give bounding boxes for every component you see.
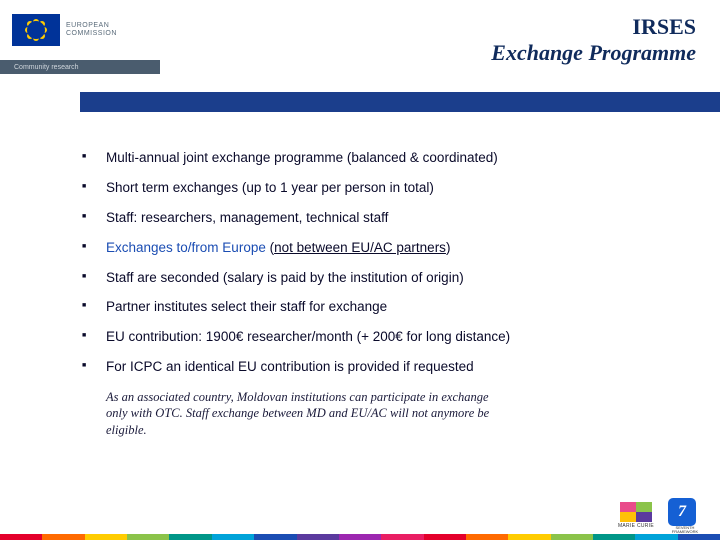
ec-logo-block: EUROPEAN COMMISSION [0, 0, 160, 60]
slide-title: IRSES Exchange Programme [491, 14, 696, 66]
bullet-item: Staff: researchers, management, technica… [82, 210, 690, 227]
bullet-item: Partner institutes select their staff fo… [82, 299, 690, 316]
bullet-text: Staff: researchers, management, technica… [106, 210, 388, 225]
bullet-text: EU contribution: 1900€ researcher/month … [106, 329, 510, 344]
slide-content: Multi-annual joint exchange programme (b… [82, 150, 690, 438]
title-line-1: IRSES [491, 14, 696, 40]
bullet-list: Multi-annual joint exchange programme (b… [82, 150, 690, 376]
bullet-item: Exchanges to/from Europe (not between EU… [82, 240, 690, 257]
bullet-item: For ICPC an identical EU contribution is… [82, 359, 690, 376]
title-line-2: Exchange Programme [491, 40, 696, 66]
marie-curie-label: MARIE CURIE [618, 523, 654, 529]
bullet-text: For ICPC an identical EU contribution is… [106, 359, 474, 374]
bullet-text: Staff are seconded (salary is paid by th… [106, 270, 464, 285]
eu-flag-icon [12, 14, 60, 46]
bullet-paren-open: ( [266, 240, 274, 255]
slide-header: EUROPEAN COMMISSION Community research I… [0, 0, 720, 70]
bullet-item: EU contribution: 1900€ researcher/month … [82, 329, 690, 346]
fp7-badge-icon: 7 [668, 498, 696, 526]
bullet-underline: not between EU/AC partners [274, 240, 446, 255]
bullet-item: Short term exchanges (up to 1 year per p… [82, 180, 690, 197]
ec-logo-line1: EUROPEAN [66, 22, 117, 30]
bullet-item: Multi-annual joint exchange programme (b… [82, 150, 690, 167]
marie-curie-grid-icon [620, 502, 652, 522]
bullet-text: Short term exchanges (up to 1 year per p… [106, 180, 434, 195]
marie-curie-logo: MARIE CURIE [612, 502, 660, 532]
bullet-text: Partner institutes select their staff fo… [106, 299, 387, 314]
bullet-text: Multi-annual joint exchange programme (b… [106, 150, 498, 165]
color-strip [0, 534, 720, 540]
ec-logo-line2: COMMISSION [66, 30, 117, 38]
divider-bar [80, 92, 720, 112]
slide-footer: MARIE CURIE 7 SEVENTH FRAMEWORK PROGRAMM… [0, 498, 720, 540]
footer-logos: MARIE CURIE 7 SEVENTH FRAMEWORK PROGRAMM… [612, 498, 702, 532]
bullet-paren-close: ) [446, 240, 451, 255]
footnote: As an associated country, Moldovan insti… [106, 389, 506, 438]
ec-logo-text: EUROPEAN COMMISSION [66, 22, 117, 39]
bullet-item: Staff are seconded (salary is paid by th… [82, 270, 690, 287]
bullet-highlight-pre: Exchanges to/from Europe [106, 240, 266, 255]
fp7-logo: 7 SEVENTH FRAMEWORK PROGRAMME [668, 498, 702, 532]
community-research-bar: Community research [0, 60, 160, 74]
